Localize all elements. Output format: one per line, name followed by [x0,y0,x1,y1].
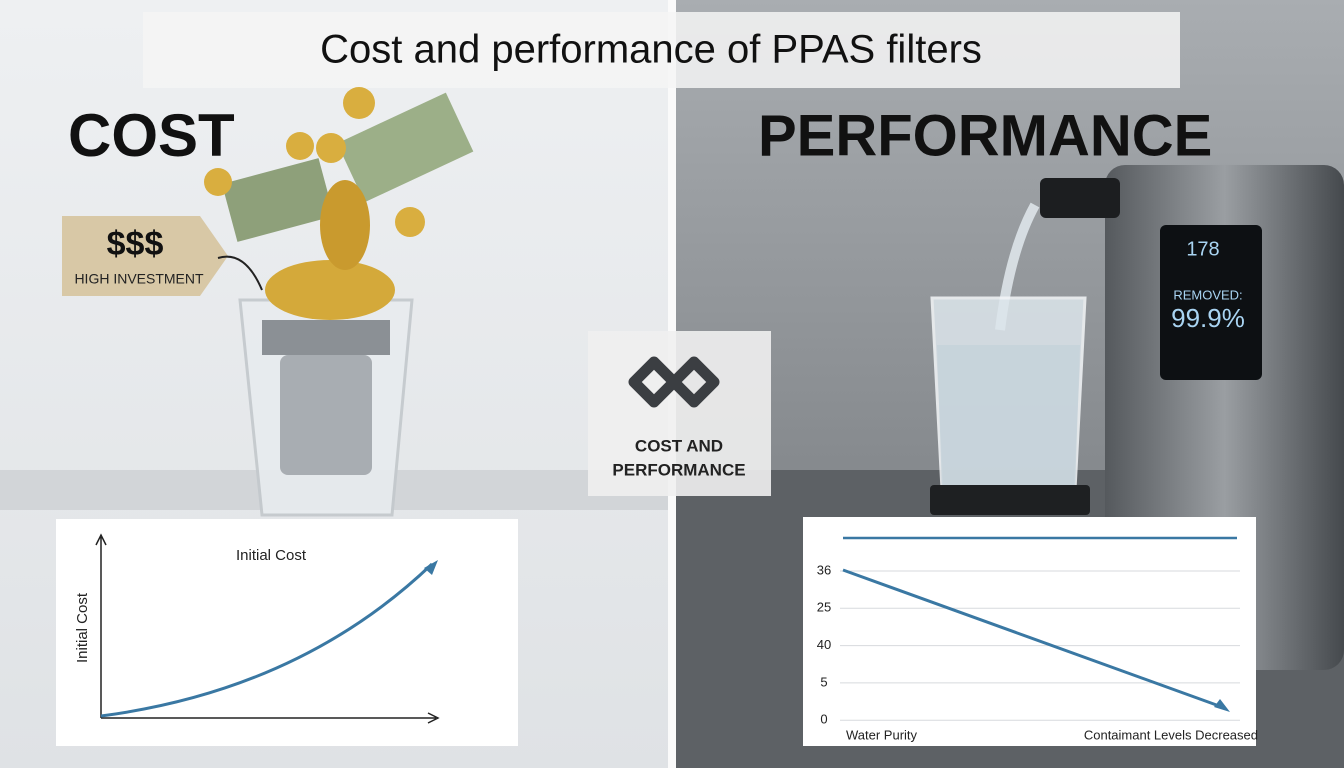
y-tick-label: 25 [817,600,831,615]
y-tick-label: 5 [820,674,827,689]
price: $$$ [107,225,164,263]
display-value: 99.9% [1171,303,1245,333]
x-axis-label: Contaimant Levels Decreased [1084,727,1258,742]
trend-curve [100,562,434,718]
display-label: REMOVED: [1173,287,1242,302]
x-axis-label: Water Purity [846,727,918,742]
trend-line [842,568,1223,709]
chart-panel [56,519,518,746]
arrow-head [1214,699,1230,712]
y-tick-label: 36 [817,562,831,577]
title: Cost and performance of PPAS filters [320,28,982,72]
heading: PERFORMANCE [758,103,1212,168]
tag-label: HIGH INVESTMENT [74,271,204,287]
glass-illustration [204,87,474,517]
y-axis-label: Initial Cost [74,592,91,663]
grid: 36 25 40 5 0 [817,562,1240,727]
y-tick-label: 40 [817,637,831,652]
center-box [588,331,771,496]
center-label: PERFORMANCE [612,460,745,479]
chart-panel [803,517,1256,746]
center-label: COST AND [635,436,723,455]
title-bar [143,12,1180,88]
center-icon [628,356,720,408]
chart-title: Initial Cost [236,547,307,564]
heading: COST [68,102,235,169]
arrow-head [424,560,438,575]
axes [95,533,440,724]
display-reading: 178 [1186,238,1219,260]
price-tag: $$$ HIGH INVESTMENT [62,216,263,296]
y-tick-label: 0 [820,712,827,727]
